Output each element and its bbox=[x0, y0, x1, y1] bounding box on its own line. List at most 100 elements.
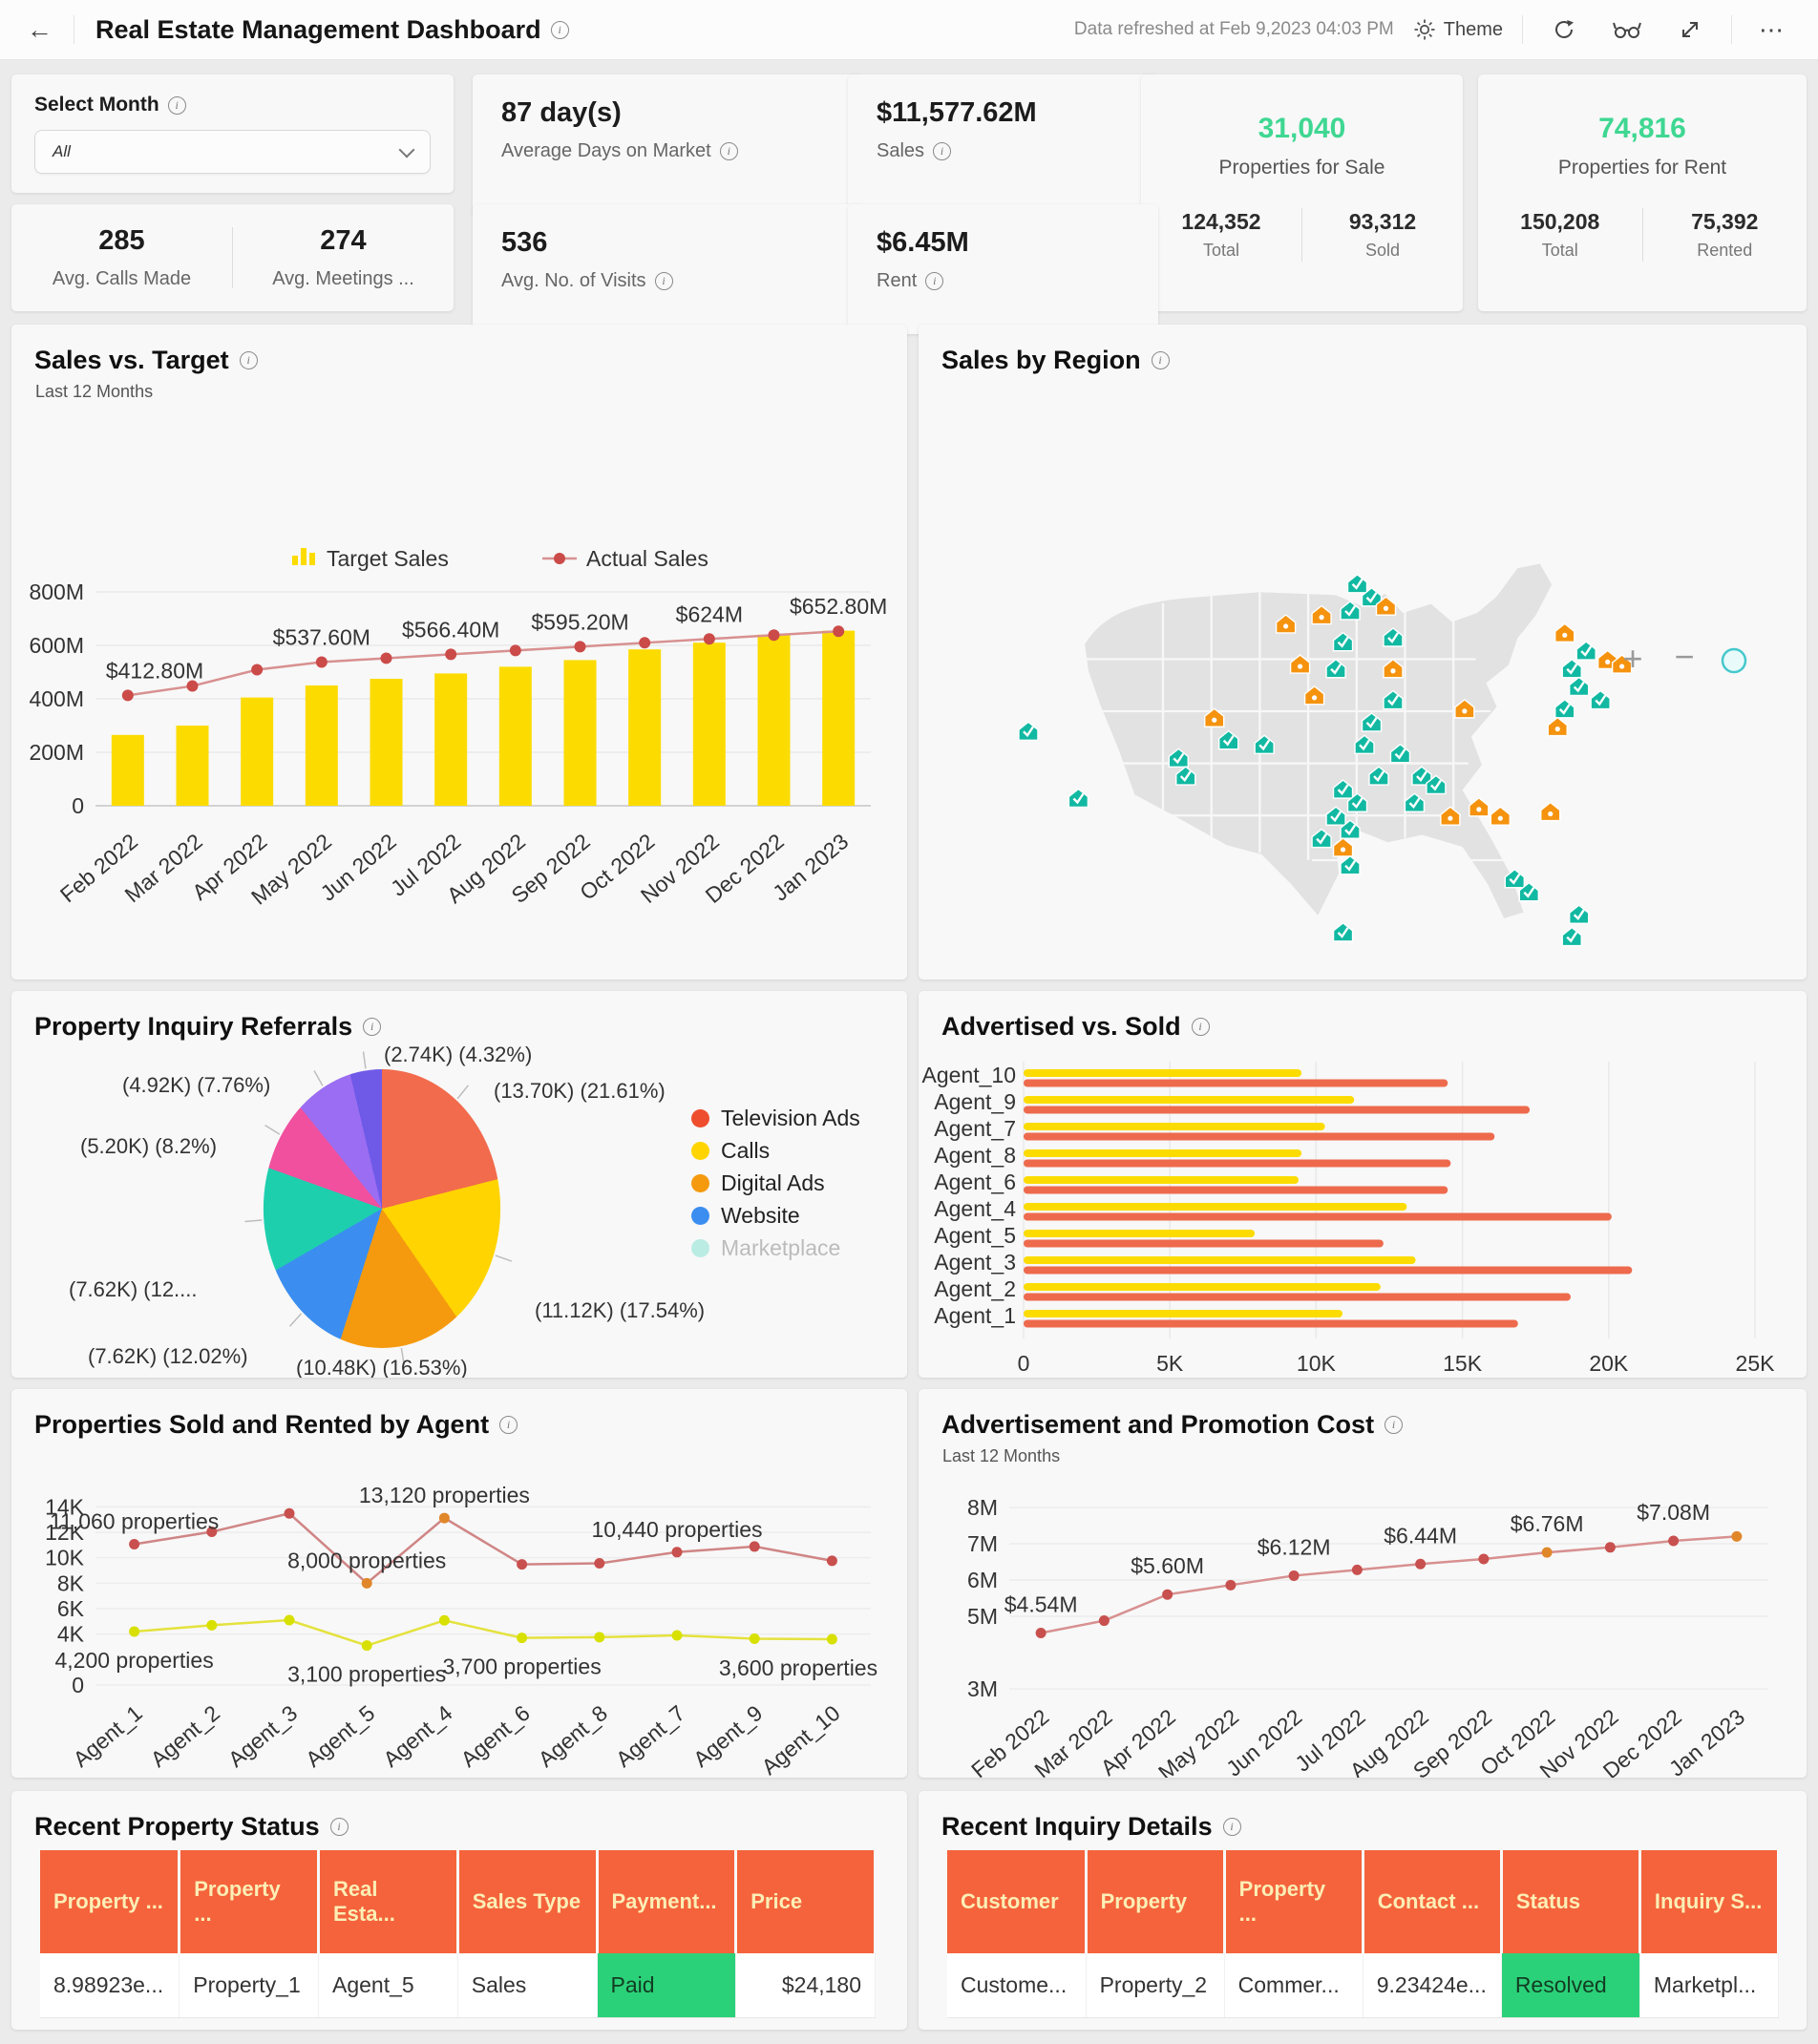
info-icon[interactable] bbox=[167, 95, 186, 115]
info-icon[interactable] bbox=[654, 272, 673, 290]
advertised-house-marker[interactable] bbox=[1454, 698, 1475, 719]
info-icon[interactable] bbox=[1222, 1818, 1241, 1836]
info-icon[interactable] bbox=[550, 20, 569, 39]
sold-house-marker[interactable] bbox=[1383, 689, 1404, 710]
reader-view-button[interactable] bbox=[1605, 19, 1649, 40]
sold-house-marker[interactable] bbox=[1389, 743, 1411, 764]
sold-house-marker[interactable] bbox=[1168, 748, 1189, 769]
legend-item[interactable]: Television Ads bbox=[691, 1102, 860, 1134]
info-icon[interactable] bbox=[499, 1416, 518, 1434]
info-icon[interactable] bbox=[933, 142, 952, 160]
advertised-house-marker[interactable] bbox=[1204, 707, 1225, 727]
svg-text:3,100 properties: 3,100 properties bbox=[287, 1662, 446, 1687]
more-menu-button[interactable]: ⋯ bbox=[1759, 14, 1786, 44]
sold-house-marker[interactable] bbox=[1068, 788, 1089, 809]
legend-item[interactable]: Digital Ads bbox=[691, 1167, 860, 1199]
advertised-house-marker[interactable] bbox=[1540, 801, 1561, 822]
advertised-house-marker[interactable] bbox=[1332, 837, 1354, 857]
column-header[interactable]: Property ... bbox=[40, 1850, 181, 1953]
table-row[interactable]: Custome... Property_2 Commer... 9.23424e...… bbox=[947, 1953, 1780, 2018]
back-button[interactable]: ← bbox=[27, 14, 53, 44]
sold-house-marker[interactable] bbox=[1354, 734, 1375, 755]
sold-house-marker[interactable] bbox=[1254, 734, 1275, 755]
sold-house-marker[interactable] bbox=[1175, 766, 1196, 786]
sold-house-marker[interactable] bbox=[1018, 721, 1039, 741]
advertised-house-marker[interactable] bbox=[1440, 806, 1461, 826]
sold-bar bbox=[1024, 1176, 1300, 1184]
column-header[interactable]: Payment... bbox=[597, 1850, 738, 1953]
sold-house-marker[interactable] bbox=[1518, 881, 1539, 902]
info-icon[interactable] bbox=[925, 272, 944, 290]
sold-house-marker[interactable] bbox=[1325, 806, 1346, 826]
column-header[interactable]: Property ... bbox=[1224, 1850, 1364, 1953]
info-icon[interactable] bbox=[239, 351, 258, 369]
sold-house-marker[interactable] bbox=[1554, 698, 1575, 719]
advertised-house-marker[interactable] bbox=[1311, 604, 1332, 625]
column-header[interactable]: Property bbox=[1086, 1850, 1226, 1953]
info-icon[interactable] bbox=[719, 142, 738, 160]
sold-house-marker[interactable] bbox=[1311, 828, 1332, 849]
column-header[interactable]: Contact ... bbox=[1363, 1850, 1503, 1953]
advertised-house-marker[interactable] bbox=[1554, 622, 1575, 643]
sold-house-marker[interactable] bbox=[1575, 641, 1596, 661]
refresh-button[interactable] bbox=[1542, 17, 1586, 42]
sold-house-marker[interactable] bbox=[1504, 868, 1525, 889]
map-zoom-in-button[interactable]: + bbox=[1622, 639, 1642, 678]
advertised-house-marker[interactable] bbox=[1289, 654, 1311, 674]
legend-swatch-icon bbox=[691, 1206, 709, 1225]
sold-house-marker[interactable] bbox=[1346, 792, 1368, 812]
advertised-house-marker[interactable] bbox=[1275, 614, 1297, 634]
advertised-house-marker[interactable] bbox=[1490, 806, 1511, 826]
advertised-house-marker[interactable] bbox=[1375, 596, 1397, 616]
sold-house-marker[interactable] bbox=[1404, 792, 1426, 812]
legend-item[interactable]: Website bbox=[691, 1199, 860, 1232]
column-header[interactable]: Sales Type bbox=[457, 1850, 599, 1953]
month-select[interactable]: All bbox=[34, 130, 431, 174]
sold-house-marker[interactable] bbox=[1411, 766, 1432, 786]
advertised-house-marker[interactable] bbox=[1383, 658, 1404, 679]
legend-item[interactable]: Calls bbox=[691, 1134, 860, 1167]
sold-house-marker[interactable] bbox=[1340, 854, 1361, 875]
divider bbox=[1641, 208, 1643, 262]
sold-house-marker[interactable] bbox=[1218, 729, 1239, 750]
sold-house-marker[interactable] bbox=[1340, 819, 1361, 839]
sold-house-marker[interactable] bbox=[1569, 676, 1590, 697]
advertised-house-marker[interactable] bbox=[1611, 654, 1633, 674]
sold-house-marker[interactable] bbox=[1383, 627, 1404, 647]
legend-item[interactable]: Marketplace bbox=[691, 1232, 860, 1264]
column-header[interactable]: Status bbox=[1501, 1850, 1641, 1953]
sold-house-marker[interactable] bbox=[1561, 926, 1582, 947]
info-icon[interactable] bbox=[1151, 351, 1170, 369]
map-home-button[interactable] bbox=[1721, 647, 1747, 674]
column-header[interactable]: Inquiry S... bbox=[1639, 1850, 1781, 1953]
sold-house-marker[interactable] bbox=[1361, 586, 1383, 607]
sold-house-marker[interactable] bbox=[1561, 658, 1582, 679]
sold-house-marker[interactable] bbox=[1368, 766, 1389, 786]
sold-house-marker[interactable] bbox=[1426, 774, 1447, 795]
sold-house-marker[interactable] bbox=[1346, 573, 1368, 594]
sold-house-marker[interactable] bbox=[1590, 689, 1611, 710]
sold-house-marker[interactable] bbox=[1569, 904, 1590, 924]
info-icon[interactable] bbox=[1191, 1018, 1210, 1036]
column-header[interactable]: Real Esta... bbox=[318, 1850, 459, 1953]
info-icon[interactable] bbox=[363, 1018, 382, 1036]
info-icon[interactable] bbox=[1385, 1416, 1404, 1434]
avg-visits-value: 536 bbox=[501, 227, 548, 258]
advertised-house-marker[interactable] bbox=[1303, 685, 1325, 706]
table-row[interactable]: 8.98923e... Property_1 Agent_5 Sales Paid $24… bbox=[40, 1953, 876, 2018]
column-header[interactable]: Customer bbox=[947, 1850, 1088, 1953]
advertised-house-marker[interactable] bbox=[1547, 716, 1568, 737]
info-icon[interactable] bbox=[329, 1818, 349, 1836]
sold-house-marker[interactable] bbox=[1332, 921, 1354, 942]
sold-house-marker[interactable] bbox=[1332, 631, 1354, 652]
sold-house-marker[interactable] bbox=[1325, 658, 1346, 679]
sold-house-marker[interactable] bbox=[1332, 779, 1354, 799]
theme-toggle[interactable]: Theme bbox=[1413, 18, 1503, 41]
sold-house-marker[interactable] bbox=[1361, 712, 1383, 732]
fullscreen-button[interactable] bbox=[1668, 18, 1712, 41]
sold-house-marker[interactable] bbox=[1340, 601, 1361, 621]
map-zoom-out-button[interactable]: − bbox=[1674, 637, 1694, 676]
column-header[interactable]: Price bbox=[735, 1850, 877, 1953]
column-header[interactable]: Property ... bbox=[179, 1850, 320, 1953]
advertised-house-marker[interactable] bbox=[1469, 796, 1490, 817]
